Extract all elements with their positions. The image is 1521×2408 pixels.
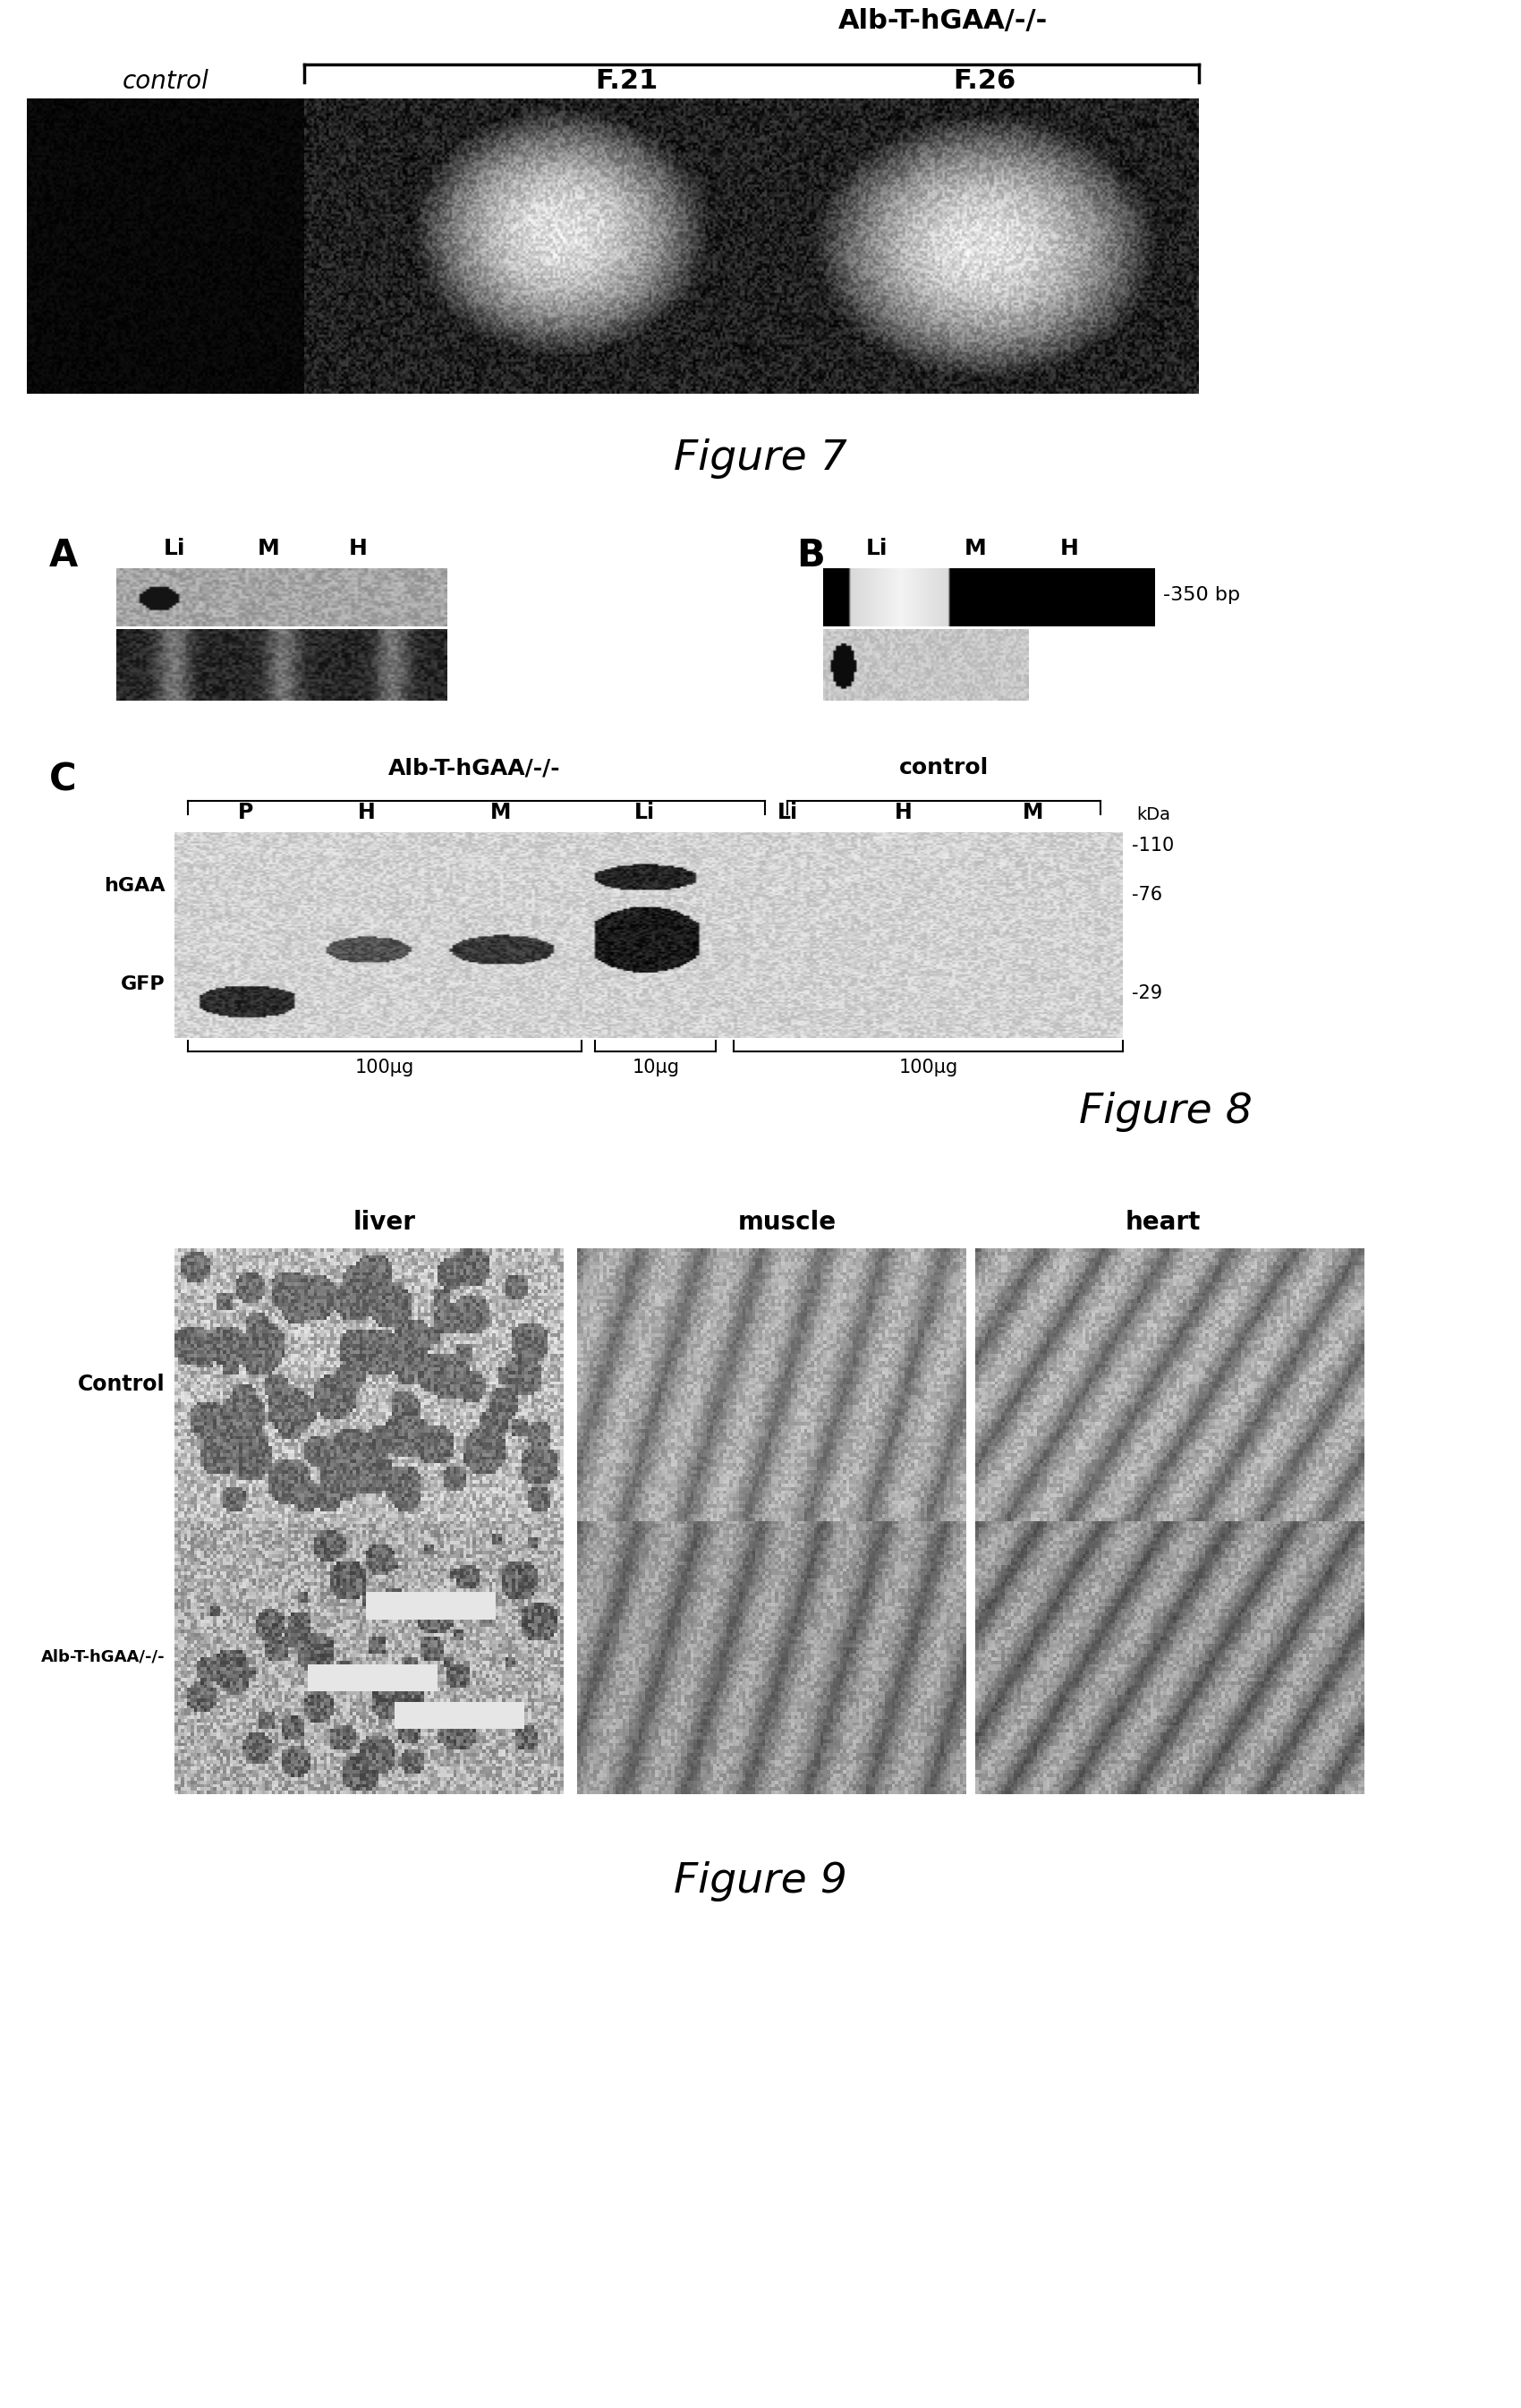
Text: hGAA: hGAA: [103, 877, 166, 896]
Text: -76: -76: [1132, 886, 1162, 903]
Text: control: control: [899, 756, 989, 778]
Text: Li: Li: [865, 537, 888, 559]
Text: H: H: [348, 537, 367, 559]
Text: B: B: [797, 537, 824, 576]
Text: -110: -110: [1132, 836, 1174, 855]
Text: Alb-T-hGAA/-/-: Alb-T-hGAA/-/-: [41, 1649, 166, 1666]
Text: H: H: [1060, 537, 1078, 559]
Text: Li: Li: [163, 537, 186, 559]
Text: P: P: [239, 802, 254, 824]
Text: Li: Li: [777, 802, 797, 824]
Text: -350 bp: -350 bp: [1164, 585, 1240, 604]
Text: muscle: muscle: [738, 1209, 837, 1235]
Text: 100μg: 100μg: [899, 1060, 958, 1076]
Text: 10μg: 10μg: [633, 1060, 680, 1076]
Text: M: M: [964, 537, 986, 559]
Text: Li: Li: [634, 802, 654, 824]
Text: Figure 8: Figure 8: [1078, 1091, 1253, 1132]
Text: GFP: GFP: [122, 975, 166, 992]
Text: Figure 9: Figure 9: [674, 1861, 847, 1902]
Text: heart: heart: [1126, 1209, 1202, 1235]
Text: Alb-T-hGAA/-/-: Alb-T-hGAA/-/-: [388, 756, 560, 778]
Text: Figure 7: Figure 7: [674, 438, 847, 479]
Text: 100μg: 100μg: [354, 1060, 414, 1076]
Text: -29: -29: [1132, 985, 1162, 1002]
Text: Alb-T-hGAA/-/-: Alb-T-hGAA/-/-: [838, 7, 1048, 34]
Text: control: control: [122, 70, 208, 94]
Text: M: M: [257, 537, 280, 559]
Text: F.21: F.21: [595, 67, 657, 94]
Text: M: M: [491, 802, 511, 824]
Text: liver: liver: [353, 1209, 417, 1235]
Text: H: H: [357, 802, 376, 824]
Text: kDa: kDa: [1136, 807, 1170, 824]
Text: H: H: [894, 802, 913, 824]
Text: C: C: [49, 761, 76, 797]
Text: M: M: [1024, 802, 1043, 824]
Text: F.26: F.26: [952, 67, 1016, 94]
Text: A: A: [49, 537, 78, 576]
Text: Control: Control: [78, 1373, 166, 1394]
